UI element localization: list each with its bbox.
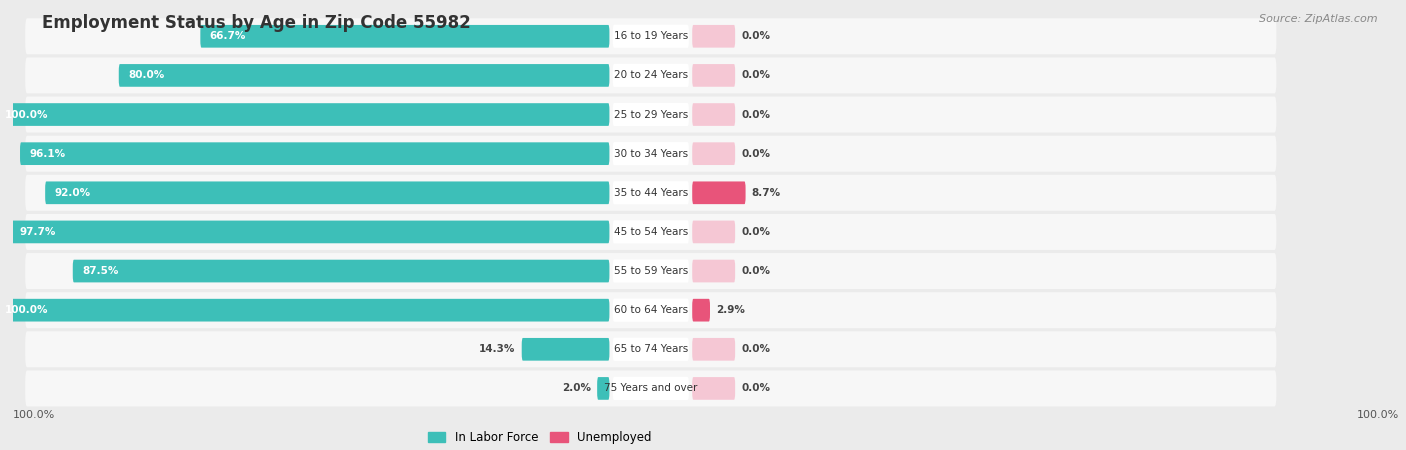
Text: 0.0%: 0.0% [741, 227, 770, 237]
FancyBboxPatch shape [73, 260, 609, 283]
FancyBboxPatch shape [613, 260, 689, 283]
FancyBboxPatch shape [25, 175, 1277, 211]
FancyBboxPatch shape [0, 299, 609, 321]
FancyBboxPatch shape [613, 377, 689, 400]
Text: 0.0%: 0.0% [741, 32, 770, 41]
FancyBboxPatch shape [692, 103, 735, 126]
FancyBboxPatch shape [613, 142, 689, 165]
FancyBboxPatch shape [692, 377, 735, 400]
FancyBboxPatch shape [613, 103, 689, 126]
FancyBboxPatch shape [692, 25, 735, 48]
FancyBboxPatch shape [45, 181, 609, 204]
Text: 100.0%: 100.0% [6, 305, 49, 315]
Text: 0.0%: 0.0% [741, 148, 770, 159]
Text: 35 to 44 Years: 35 to 44 Years [613, 188, 688, 198]
FancyBboxPatch shape [692, 142, 735, 165]
FancyBboxPatch shape [613, 181, 689, 204]
Text: 92.0%: 92.0% [55, 188, 90, 198]
Text: 0.0%: 0.0% [741, 70, 770, 81]
FancyBboxPatch shape [25, 58, 1277, 94]
FancyBboxPatch shape [613, 25, 689, 48]
FancyBboxPatch shape [25, 214, 1277, 250]
Text: 80.0%: 80.0% [128, 70, 165, 81]
Text: 55 to 59 Years: 55 to 59 Years [613, 266, 688, 276]
Text: 20 to 24 Years: 20 to 24 Years [614, 70, 688, 81]
FancyBboxPatch shape [613, 64, 689, 87]
FancyBboxPatch shape [522, 338, 609, 360]
FancyBboxPatch shape [598, 377, 609, 400]
Text: 45 to 54 Years: 45 to 54 Years [613, 227, 688, 237]
FancyBboxPatch shape [613, 299, 689, 322]
FancyBboxPatch shape [20, 142, 609, 165]
Text: 0.0%: 0.0% [741, 383, 770, 393]
FancyBboxPatch shape [692, 260, 735, 283]
Text: 16 to 19 Years: 16 to 19 Years [613, 32, 688, 41]
Text: 25 to 29 Years: 25 to 29 Years [613, 109, 688, 120]
Text: Source: ZipAtlas.com: Source: ZipAtlas.com [1260, 14, 1378, 23]
FancyBboxPatch shape [692, 64, 735, 87]
Text: 0.0%: 0.0% [741, 109, 770, 120]
Text: 14.3%: 14.3% [479, 344, 516, 354]
Legend: In Labor Force, Unemployed: In Labor Force, Unemployed [423, 427, 657, 449]
FancyBboxPatch shape [10, 220, 609, 243]
Text: 8.7%: 8.7% [752, 188, 780, 198]
Text: Employment Status by Age in Zip Code 55982: Employment Status by Age in Zip Code 559… [42, 14, 471, 32]
FancyBboxPatch shape [613, 220, 689, 243]
FancyBboxPatch shape [692, 299, 710, 321]
Text: 87.5%: 87.5% [82, 266, 118, 276]
Text: 66.7%: 66.7% [209, 32, 246, 41]
FancyBboxPatch shape [25, 97, 1277, 133]
FancyBboxPatch shape [200, 25, 609, 48]
Text: 96.1%: 96.1% [30, 148, 65, 159]
FancyBboxPatch shape [613, 338, 689, 361]
FancyBboxPatch shape [25, 370, 1277, 406]
FancyBboxPatch shape [118, 64, 609, 87]
Text: 60 to 64 Years: 60 to 64 Years [614, 305, 688, 315]
Text: 65 to 74 Years: 65 to 74 Years [613, 344, 688, 354]
Text: 75 Years and over: 75 Years and over [605, 383, 697, 393]
FancyBboxPatch shape [692, 220, 735, 243]
FancyBboxPatch shape [692, 181, 745, 204]
Text: 100.0%: 100.0% [13, 410, 55, 420]
Text: 2.0%: 2.0% [562, 383, 591, 393]
FancyBboxPatch shape [25, 18, 1277, 54]
Text: 100.0%: 100.0% [1357, 410, 1399, 420]
Text: 0.0%: 0.0% [741, 266, 770, 276]
FancyBboxPatch shape [25, 292, 1277, 328]
Text: 97.7%: 97.7% [20, 227, 56, 237]
FancyBboxPatch shape [25, 253, 1277, 289]
Text: 100.0%: 100.0% [6, 109, 49, 120]
Text: 2.9%: 2.9% [716, 305, 745, 315]
FancyBboxPatch shape [0, 103, 609, 126]
FancyBboxPatch shape [25, 331, 1277, 367]
FancyBboxPatch shape [25, 135, 1277, 171]
Text: 30 to 34 Years: 30 to 34 Years [614, 148, 688, 159]
FancyBboxPatch shape [692, 338, 735, 360]
Text: 0.0%: 0.0% [741, 344, 770, 354]
